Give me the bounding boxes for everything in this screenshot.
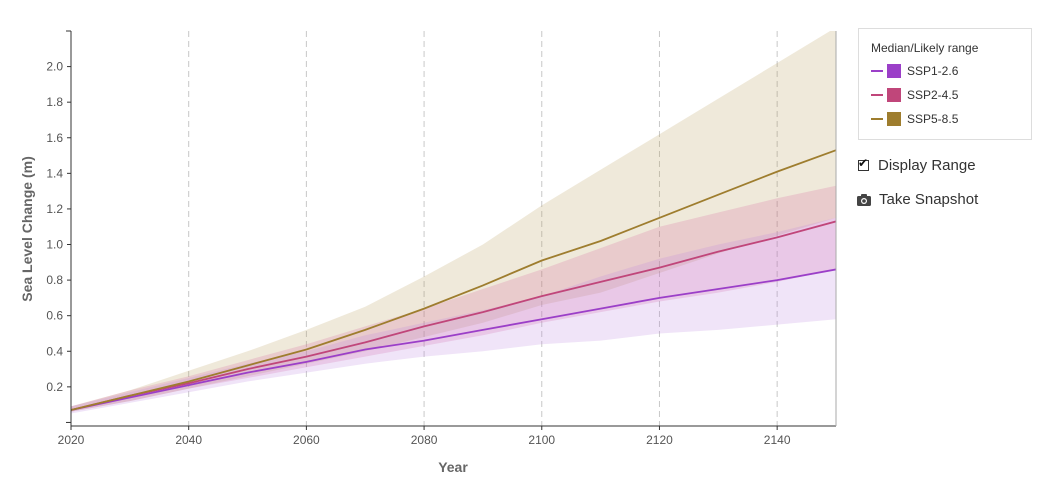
grid-lines bbox=[188, 31, 778, 426]
take-snapshot-button[interactable]: Take Snapshot bbox=[857, 191, 978, 208]
x-tick-label: 2080 bbox=[411, 433, 438, 447]
x-tick-label: 2020 bbox=[58, 433, 85, 447]
y-tick-label: 1.2 bbox=[46, 202, 63, 216]
display-range-checkbox[interactable]: ✔ bbox=[858, 156, 869, 171]
y-tick-label: 1.4 bbox=[46, 166, 63, 180]
legend-line-ssp585 bbox=[871, 118, 883, 120]
y-tick-label: 1.8 bbox=[46, 95, 63, 109]
legend-title: Median/Likely range bbox=[871, 41, 979, 55]
y-tick-label: 1.0 bbox=[46, 238, 63, 252]
x-tick-label: 2040 bbox=[175, 433, 202, 447]
y-tick-label: 0.2 bbox=[46, 380, 63, 394]
legend-item-ssp126[interactable]: SSP1-2.6 bbox=[871, 63, 958, 79]
legend-swatch-ssp245 bbox=[887, 88, 901, 102]
y-axis-title: Sea Level Change (m) bbox=[19, 156, 35, 302]
range-band-ssp245 bbox=[71, 185, 836, 412]
range-band-ssp126 bbox=[71, 217, 836, 414]
legend: Median/Likely range SSP1-2.6 SSP2-4.5 SS… bbox=[858, 28, 1032, 140]
legend-item-ssp585[interactable]: SSP5-8.5 bbox=[871, 111, 958, 127]
x-tick-label: 2100 bbox=[528, 433, 555, 447]
x-axis-title: Year bbox=[438, 459, 468, 475]
x-tick-label: 2140 bbox=[764, 433, 791, 447]
camera-icon bbox=[857, 193, 871, 206]
y-tick-label: 0.6 bbox=[46, 309, 63, 323]
legend-line-ssp126 bbox=[871, 70, 883, 72]
legend-item-ssp245[interactable]: SSP2-4.5 bbox=[871, 87, 958, 103]
y-tick-label: 1.6 bbox=[46, 131, 63, 145]
median-line-ssp585 bbox=[71, 149, 836, 411]
median-line-ssp245 bbox=[71, 220, 836, 411]
legend-swatch-ssp585 bbox=[887, 112, 901, 126]
y-tick-label: 0.4 bbox=[46, 344, 63, 358]
display-range-label: Display Range bbox=[878, 157, 976, 174]
y-tick-label: 2.0 bbox=[46, 60, 63, 74]
axes bbox=[66, 30, 837, 427]
y-tick-label: 0.8 bbox=[46, 273, 63, 287]
checkmark-icon: ✔ bbox=[858, 156, 869, 170]
tick-labels: 0.2 0.4 0.6 0.8 1.0 1.2 1.4 1.6 1.8 2.0 2020 2040 20… bbox=[46, 60, 791, 447]
take-snapshot-label: Take Snapshot bbox=[879, 191, 979, 208]
range-band-ssp585 bbox=[71, 31, 836, 412]
legend-label: SSP5-8.5 bbox=[907, 112, 959, 126]
display-range-toggle[interactable]: ✔ Display Range bbox=[857, 156, 976, 174]
likely-range-bands bbox=[71, 31, 836, 414]
legend-label: SSP1-2.6 bbox=[907, 64, 959, 78]
median-line-ssp126 bbox=[71, 268, 836, 411]
legend-label: SSP2-4.5 bbox=[907, 88, 959, 102]
median-lines bbox=[71, 149, 836, 411]
legend-swatch-ssp126 bbox=[887, 64, 901, 78]
x-tick-label: 2060 bbox=[293, 433, 320, 447]
legend-line-ssp245 bbox=[871, 94, 883, 96]
x-tick-label: 2120 bbox=[646, 433, 673, 447]
